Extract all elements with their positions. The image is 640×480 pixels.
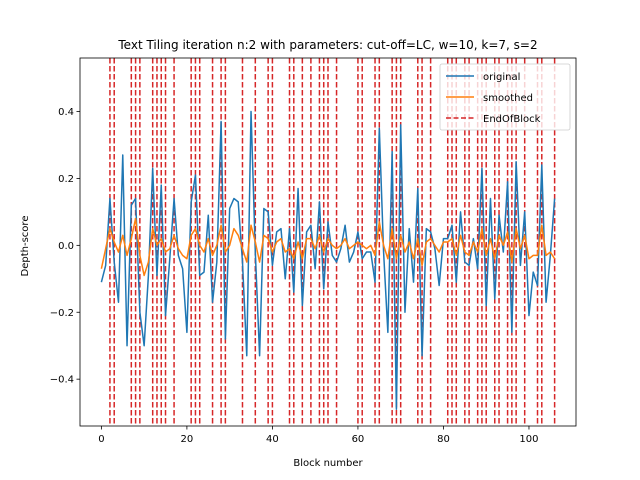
x-tick-label-5: 100 — [519, 434, 538, 445]
y-tick-label-2: 0.0 — [58, 241, 74, 252]
legend: original smoothed EndOfBlock — [439, 63, 571, 131]
chart-title: Text Tiling iteration n:2 with parameter… — [117, 38, 537, 52]
legend-label-smoothed: smoothed — [483, 93, 533, 104]
legend-box — [439, 63, 571, 131]
x-tick-label-1: 20 — [181, 434, 194, 445]
y-tick-label-0: −0.4 — [50, 375, 74, 386]
axes-frame — [79, 57, 577, 427]
x-tick-label-4: 80 — [437, 434, 450, 445]
series-smoothed-line — [100, 217, 556, 277]
x-tick-label-3: 60 — [352, 434, 365, 445]
y-tick-label-3: 0.2 — [58, 174, 74, 185]
x-tick-label-0: 0 — [98, 434, 104, 445]
x-axis-label: Block number — [293, 458, 363, 469]
plot-area — [100, 58, 556, 426]
series-original-line — [100, 110, 556, 411]
y-axis-label: Depth-score — [20, 216, 31, 277]
y-tick-label-4: 0.4 — [58, 107, 74, 118]
axes: 0 20 40 60 80 100 −0.4 −0.2 0.0 0.2 0.4 — [50, 57, 577, 445]
legend-label-original: original — [483, 72, 520, 83]
y-tick-label-1: −0.2 — [50, 308, 74, 319]
legend-label-end-of-block: EndOfBlock — [483, 114, 541, 125]
x-tick-label-2: 40 — [266, 434, 279, 445]
